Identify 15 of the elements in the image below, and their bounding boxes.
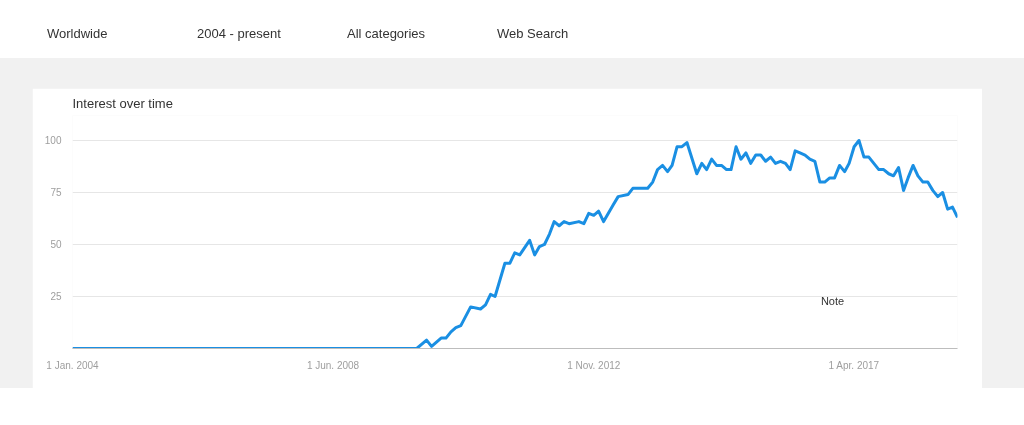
line-series	[72, 138, 958, 349]
x-tick-label: 1 Jun. 2008	[306, 359, 360, 371]
text: Worldwide	[47, 25, 108, 43]
chart-title: Interest over time	[72, 95, 173, 111]
text: Web Search	[497, 25, 569, 43]
text: All categories	[347, 25, 426, 43]
text: 2004 - present	[197, 25, 281, 43]
y-tick-label: 100	[44, 135, 62, 147]
annotation: Note	[820, 294, 845, 307]
x-tick-label: 1 Nov. 2012	[567, 359, 621, 371]
y-tick-label: 75	[50, 187, 62, 199]
x-tick-label: 1 Jan. 2004	[46, 359, 100, 371]
x-tick-label: 1 Apr. 2017	[828, 359, 880, 371]
y-tick-label: 50	[50, 239, 62, 251]
y-tick-label: 25	[50, 291, 62, 303]
